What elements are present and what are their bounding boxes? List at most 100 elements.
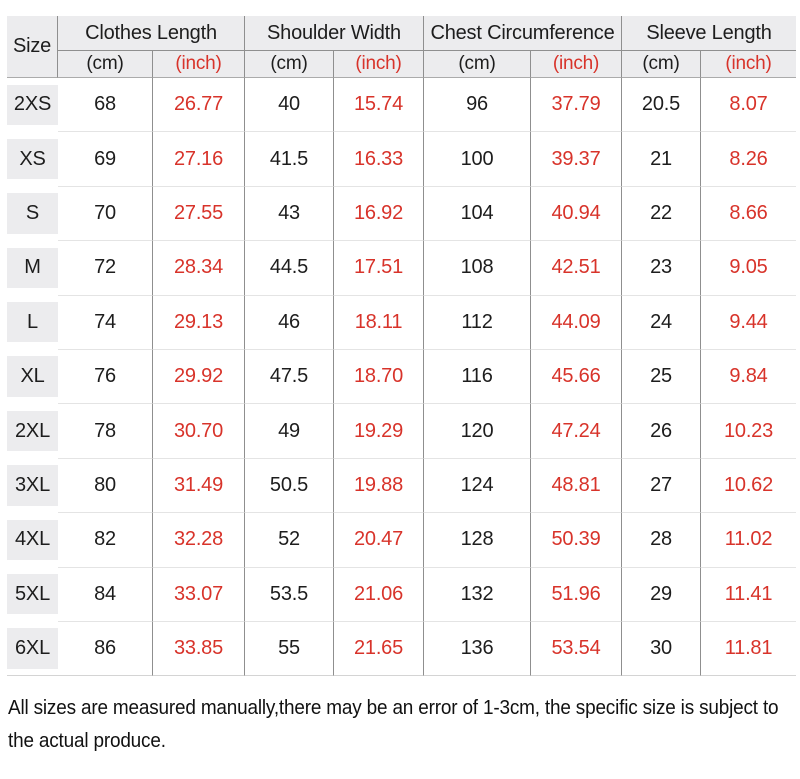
value-cell: 40.94 — [530, 186, 621, 242]
value-cell: 8.66 — [700, 186, 796, 242]
size-row-header: 3XL — [7, 459, 58, 513]
value-cell: 24 — [621, 295, 700, 350]
value-cell: 37.79 — [530, 78, 621, 133]
measurement-note: All sizes are measured manually,there ma… — [8, 696, 779, 753]
size-label: 2XL — [7, 410, 58, 452]
value-cell: 21.65 — [333, 621, 423, 677]
value-cell: 86 — [58, 621, 152, 677]
value-cell: 10.62 — [700, 458, 796, 514]
value-cell: 28.34 — [152, 241, 244, 296]
value-cell: 53.5 — [244, 567, 333, 622]
value-cell: 49 — [244, 404, 333, 459]
value-cell: 33.85 — [152, 621, 244, 677]
size-column-header: Size — [7, 16, 58, 78]
size-row-header: 5XL — [7, 568, 58, 622]
value-cell: 43 — [244, 186, 333, 242]
value-cell: 25 — [621, 349, 700, 405]
value-cell: 27.16 — [152, 132, 244, 187]
value-cell: 26 — [621, 404, 700, 459]
value-cell: 20.47 — [333, 513, 423, 568]
value-cell: 52 — [244, 513, 333, 568]
value-cell: 120 — [423, 404, 530, 459]
value-cell: 116 — [423, 349, 530, 405]
value-cell: 70 — [58, 186, 152, 242]
value-cell: 45.66 — [530, 349, 621, 405]
value-cell: 11.81 — [700, 621, 796, 677]
value-cell: 23 — [621, 241, 700, 296]
value-cell: 78 — [58, 404, 152, 459]
unit-header: (inch) — [333, 51, 423, 78]
value-cell: 42.51 — [530, 241, 621, 296]
value-cell: 21 — [621, 132, 700, 187]
unit-header: (inch) — [530, 51, 621, 78]
size-label: M — [7, 247, 58, 289]
value-cell: 50.5 — [244, 458, 333, 514]
size-row-header: 2XL — [7, 404, 58, 458]
value-cell: 8.26 — [700, 132, 796, 187]
value-cell: 8.07 — [700, 78, 796, 133]
size-label: 4XL — [7, 519, 58, 561]
value-cell: 80 — [58, 458, 152, 514]
value-cell: 21.06 — [333, 567, 423, 622]
size-label: 2XS — [7, 84, 58, 125]
column-group-header: Shoulder Width — [244, 16, 423, 51]
column-group-header: Sleeve Length — [621, 16, 796, 51]
size-label: L — [7, 302, 58, 343]
size-row-header: XS — [7, 132, 58, 186]
value-cell: 31.49 — [152, 458, 244, 514]
value-cell: 40 — [244, 78, 333, 133]
value-cell: 51.96 — [530, 567, 621, 622]
value-cell: 9.05 — [700, 241, 796, 296]
value-cell: 18.11 — [333, 295, 423, 350]
value-cell: 44.5 — [244, 241, 333, 296]
size-label: 3XL — [7, 465, 58, 506]
value-cell: 22 — [621, 186, 700, 242]
size-row-header: 6XL — [7, 622, 58, 677]
size-label: S — [7, 193, 58, 234]
size-row-header: 4XL — [7, 513, 58, 567]
value-cell: 33.07 — [152, 567, 244, 622]
value-cell: 84 — [58, 567, 152, 622]
value-cell: 16.92 — [333, 186, 423, 242]
value-cell: 29.13 — [152, 295, 244, 350]
value-cell: 27.55 — [152, 186, 244, 242]
value-cell: 100 — [423, 132, 530, 187]
value-cell: 50.39 — [530, 513, 621, 568]
value-cell: 69 — [58, 132, 152, 187]
size-label: 6XL — [7, 628, 58, 669]
value-cell: 124 — [423, 458, 530, 514]
value-cell: 18.70 — [333, 349, 423, 405]
value-cell: 53.54 — [530, 621, 621, 677]
value-cell: 30.70 — [152, 404, 244, 459]
value-cell: 55 — [244, 621, 333, 677]
unit-header: (cm) — [58, 51, 152, 78]
value-cell: 44.09 — [530, 295, 621, 350]
value-cell: 30 — [621, 621, 700, 677]
value-cell: 108 — [423, 241, 530, 296]
value-cell: 41.5 — [244, 132, 333, 187]
size-label: 5XL — [7, 574, 58, 615]
value-cell: 128 — [423, 513, 530, 568]
size-chart-table: Size Clothes Length Shoulder Width Chest Ci… — [7, 16, 796, 677]
value-cell: 47.5 — [244, 349, 333, 405]
unit-header: (cm) — [621, 51, 700, 78]
value-cell: 10.23 — [700, 404, 796, 459]
value-cell: 9.84 — [700, 349, 796, 405]
value-cell: 32.28 — [152, 513, 244, 568]
unit-header: (inch) — [700, 51, 796, 78]
value-cell: 104 — [423, 186, 530, 242]
value-cell: 136 — [423, 621, 530, 677]
value-cell: 48.81 — [530, 458, 621, 514]
size-row-header: M — [7, 241, 58, 295]
unit-header: (cm) — [423, 51, 530, 78]
value-cell: 39.37 — [530, 132, 621, 187]
value-cell: 11.41 — [700, 567, 796, 622]
value-cell: 82 — [58, 513, 152, 568]
value-cell: 68 — [58, 78, 152, 133]
size-label: XS — [7, 138, 58, 180]
value-cell: 76 — [58, 349, 152, 405]
unit-header: (inch) — [152, 51, 244, 78]
value-cell: 29 — [621, 567, 700, 622]
value-cell: 96 — [423, 78, 530, 133]
size-label: XL — [7, 356, 58, 397]
